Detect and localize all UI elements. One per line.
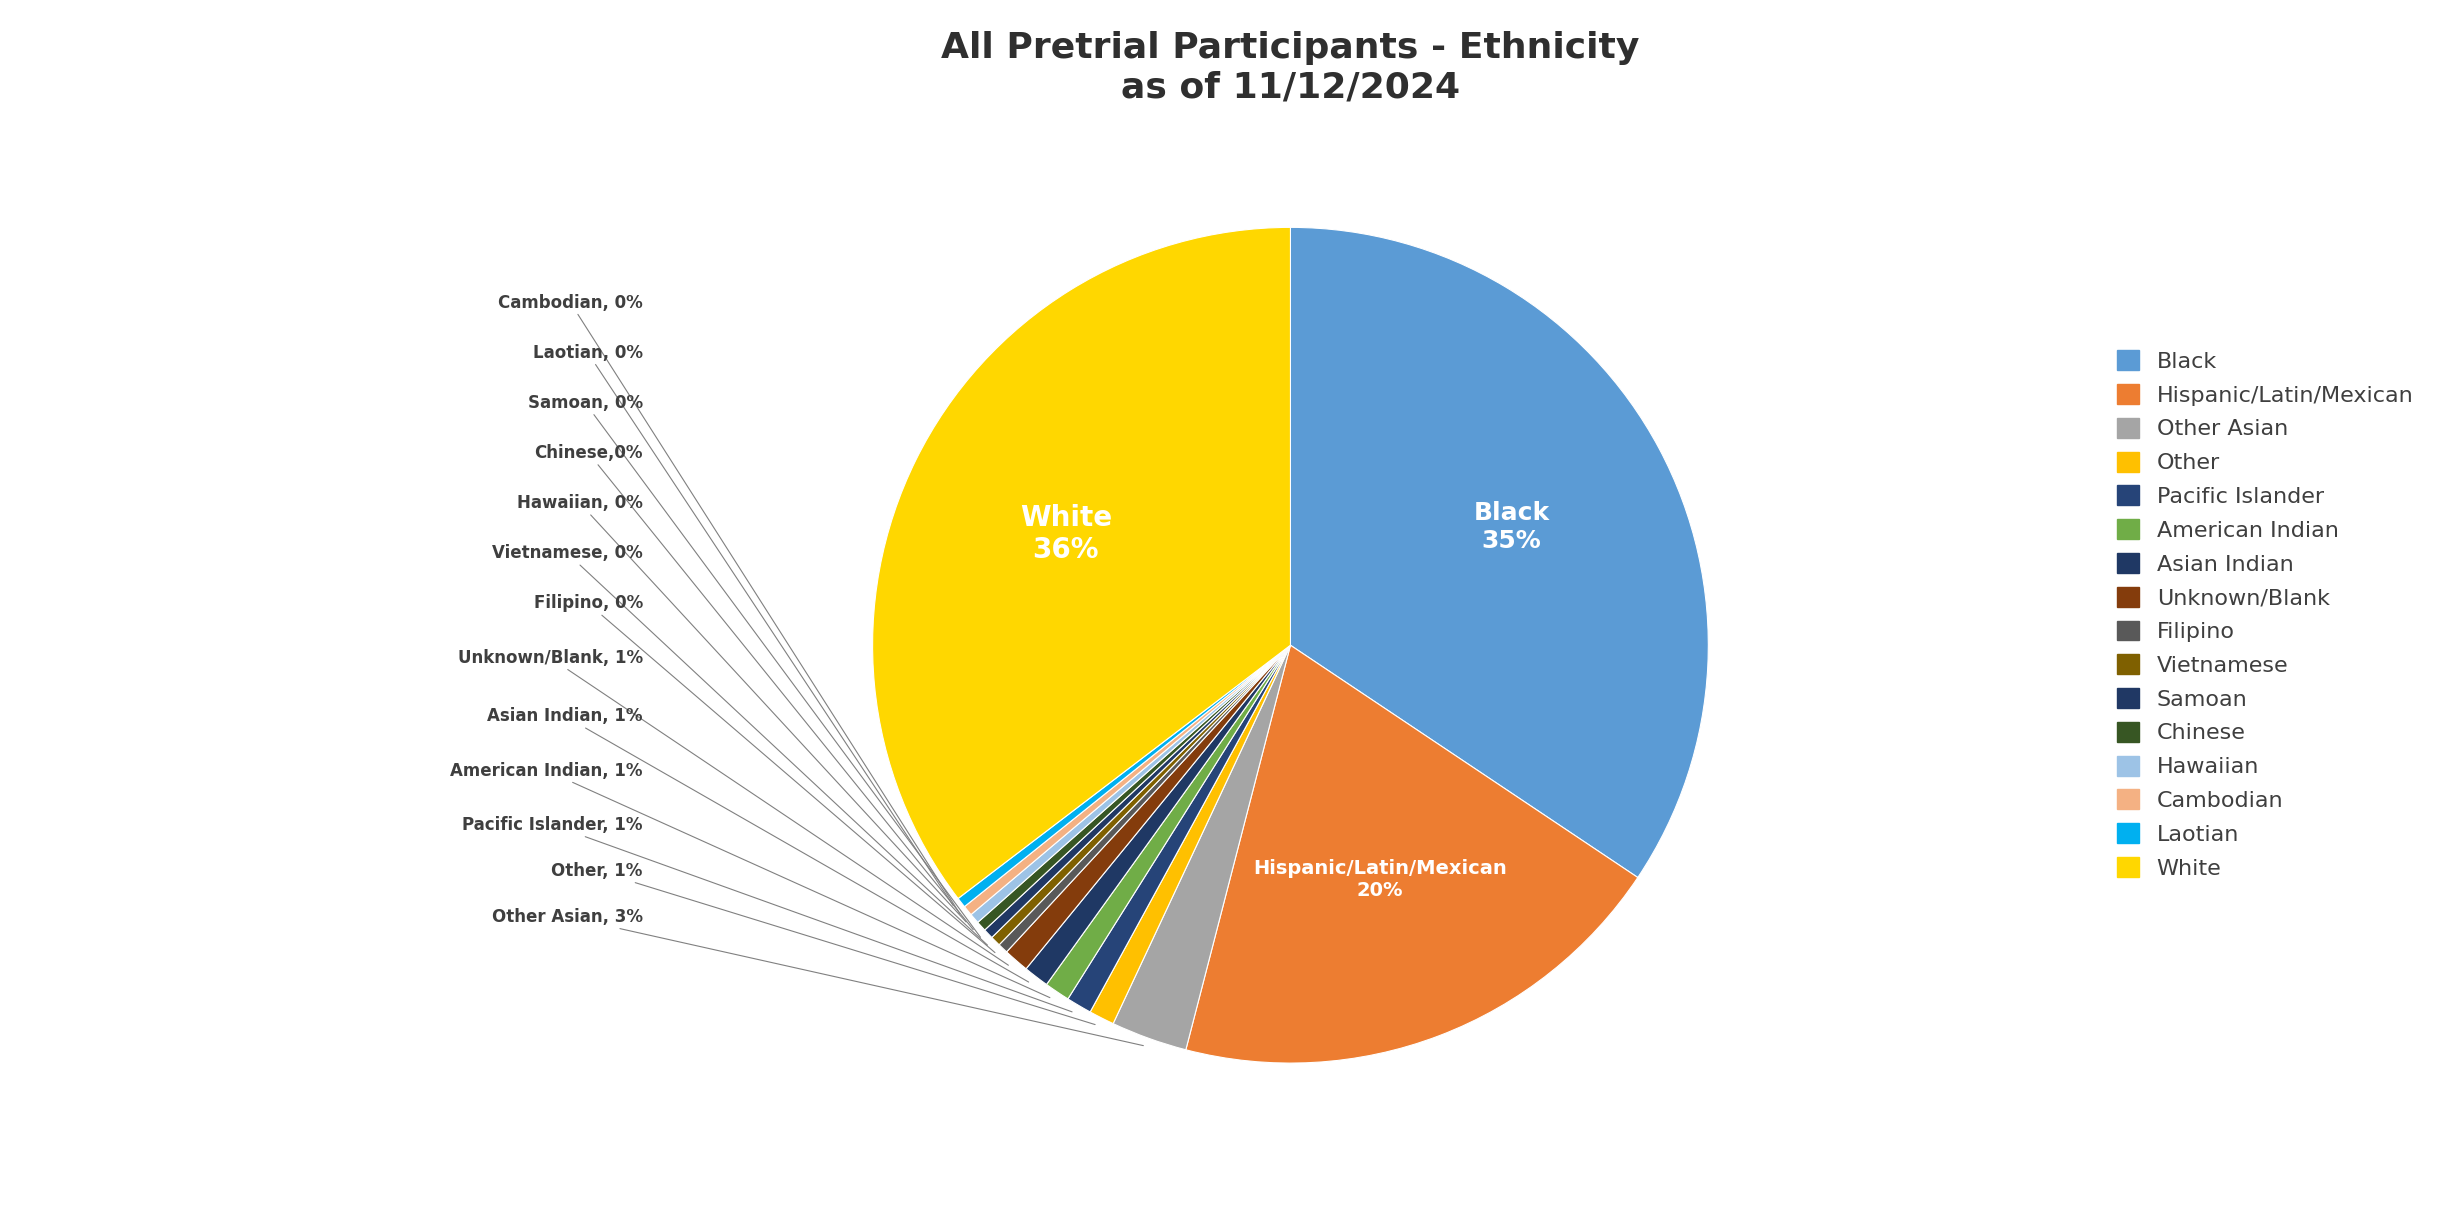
Wedge shape <box>1113 645 1290 1050</box>
Text: Vietnamese, 0%: Vietnamese, 0% <box>492 544 988 945</box>
Text: Other Asian, 3%: Other Asian, 3% <box>492 908 1143 1046</box>
Text: Unknown/Blank, 1%: Unknown/Blank, 1% <box>457 649 1008 965</box>
Wedge shape <box>998 645 1290 952</box>
Wedge shape <box>964 645 1290 914</box>
Text: Other, 1%: Other, 1% <box>551 862 1096 1025</box>
Text: American Indian, 1%: American Indian, 1% <box>450 762 1050 998</box>
Wedge shape <box>978 645 1290 930</box>
Legend: Black, Hispanic/Latin/Mexican, Other Asian, Other, Pacific Islander, American In: Black, Hispanic/Latin/Mexican, Other Asi… <box>2109 342 2421 887</box>
Text: Hawaiian, 0%: Hawaiian, 0% <box>516 494 966 922</box>
Wedge shape <box>1185 645 1637 1063</box>
Wedge shape <box>1290 227 1708 878</box>
Text: Filipino, 0%: Filipino, 0% <box>533 595 995 952</box>
Wedge shape <box>1008 645 1290 968</box>
Text: Pacific Islander, 1%: Pacific Islander, 1% <box>462 816 1072 1011</box>
Text: White
36%: White 36% <box>1020 504 1111 564</box>
Wedge shape <box>993 645 1290 945</box>
Wedge shape <box>971 645 1290 923</box>
Text: Asian Indian, 1%: Asian Indian, 1% <box>487 707 1027 982</box>
Wedge shape <box>873 227 1290 898</box>
Wedge shape <box>1091 645 1290 1024</box>
Text: Samoan, 0%: Samoan, 0% <box>528 393 981 938</box>
Text: Laotian, 0%: Laotian, 0% <box>533 344 954 906</box>
Title: All Pretrial Participants - Ethnicity
as of 11/12/2024: All Pretrial Participants - Ethnicity as… <box>941 32 1639 104</box>
Text: Hispanic/Latin/Mexican
20%: Hispanic/Latin/Mexican 20% <box>1254 859 1507 900</box>
Wedge shape <box>986 645 1290 938</box>
Text: Black
35%: Black 35% <box>1472 501 1549 553</box>
Text: Cambodian, 0%: Cambodian, 0% <box>499 294 959 913</box>
Wedge shape <box>1025 645 1290 984</box>
Wedge shape <box>959 645 1290 907</box>
Wedge shape <box>1067 645 1290 1011</box>
Text: Chinese,0%: Chinese,0% <box>533 444 973 929</box>
Wedge shape <box>1047 645 1290 999</box>
